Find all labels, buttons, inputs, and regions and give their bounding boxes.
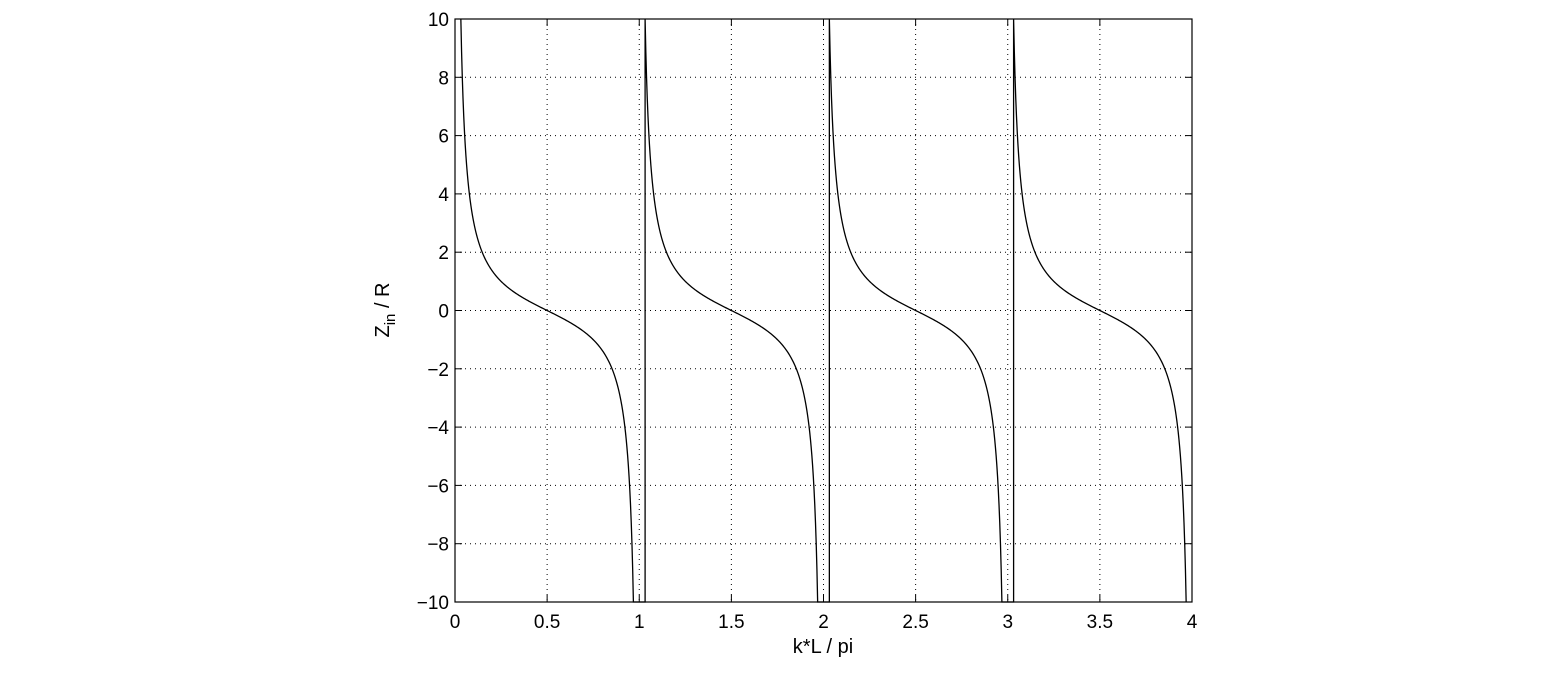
x-tick-label: 3.5: [1087, 612, 1113, 633]
y-axis-title-main: Z: [372, 325, 394, 337]
x-tick-label: 0: [450, 612, 461, 633]
x-tick-label: 4: [1187, 612, 1198, 633]
x-tick-labels: 0 0.5 1 1.5 2 2.5 3 3.5 4: [450, 612, 1198, 633]
y-axis-title-subscript: in: [382, 314, 399, 326]
y-tick-label: 2: [438, 243, 449, 264]
y-tick-label: 4: [438, 185, 449, 206]
y-tick-label: 0: [438, 302, 449, 323]
y-tick-label: −10: [417, 593, 449, 614]
y-tick-label: 6: [438, 127, 449, 148]
x-tick-label: 0.5: [534, 612, 560, 633]
y-tick-label: 8: [438, 68, 449, 89]
y-tick-label: −8: [427, 535, 449, 556]
y-tick-label: −4: [427, 418, 449, 439]
y-tick-label: −2: [427, 360, 449, 381]
grid: [455, 19, 1192, 602]
x-tick-label: 3: [1002, 612, 1013, 633]
x-tick-label: 2: [818, 612, 829, 633]
y-tick-label: −6: [427, 476, 449, 497]
y-axis-title-rest: / R: [372, 282, 394, 313]
y-tick-labels: −10 −8 −6 −4 −2 0 2 4 6 8 10: [417, 10, 450, 614]
y-axis-title: Zin / R: [372, 282, 399, 337]
x-tick-label: 1.5: [718, 612, 744, 633]
x-tick-label: 1: [634, 612, 645, 633]
ticks: [454, 18, 1193, 603]
y-tick-label: 10: [428, 10, 449, 31]
x-axis-title: k*L / pi: [793, 636, 853, 658]
x-tick-label: 2.5: [902, 612, 928, 633]
